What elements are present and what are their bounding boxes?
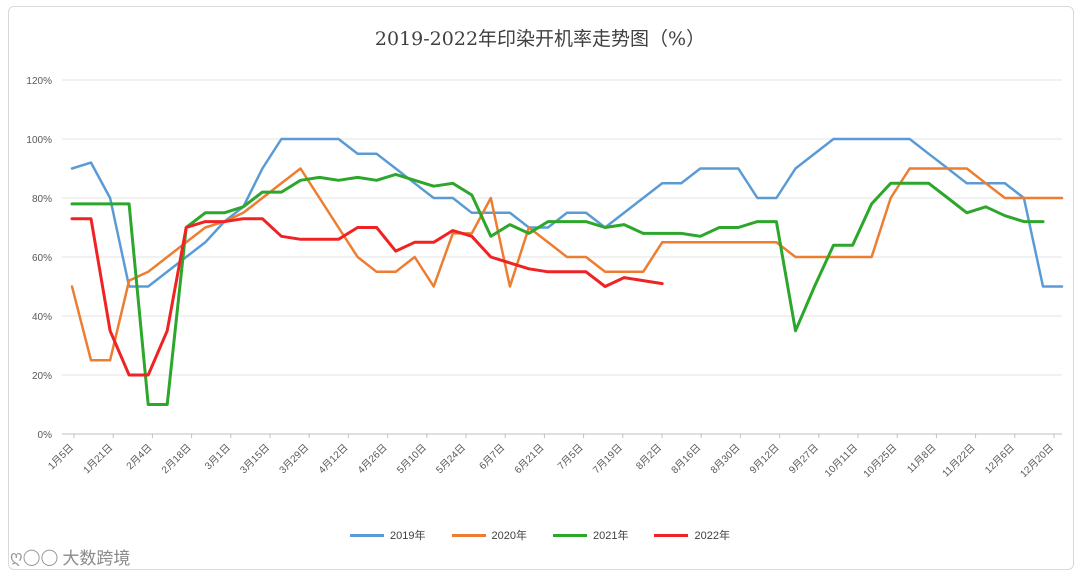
x-tick-label: 9月12日: [747, 442, 781, 476]
x-axis: 1月5日 1月21日 2月4日 2月18日 3月1日 3月15日 3月29日 4月12日 4月2…: [46, 434, 1056, 480]
legend-label-2019: 2019年: [390, 530, 426, 542]
y-tick-label: 100%: [26, 135, 52, 146]
series-line-2020: [70, 167, 1064, 362]
x-tick-label: 2月4日: [124, 442, 154, 472]
legend-label-2021: 2021年: [593, 530, 629, 542]
watermark-logo-icon: ღ◯◯: [10, 547, 59, 566]
x-tick-label: 10月25日: [861, 442, 899, 480]
x-tick-label: 12月20日: [1018, 442, 1056, 480]
x-tick-label: 9月27日: [786, 442, 820, 476]
legend-label-2020: 2020年: [491, 530, 527, 542]
x-tick-label: 1月5日: [46, 442, 76, 472]
x-tick-label: 8月2日: [634, 442, 664, 472]
legend-swatch-2021: [553, 533, 587, 537]
x-tick-label: 3月15日: [238, 442, 272, 476]
x-tick-label: 7月19日: [590, 442, 624, 476]
x-tick-label: 8月30日: [708, 442, 742, 476]
y-tick-label: 0%: [38, 430, 53, 441]
x-tick-label: 3月1日: [202, 442, 232, 472]
x-tick-label: 5月10日: [394, 442, 428, 476]
legend-item-2020: 2020年: [451, 527, 527, 543]
series-line-2022: [70, 217, 664, 377]
series-lines: [70, 137, 1064, 406]
legend-item-2019: 2019年: [350, 527, 426, 543]
watermark-text: 大数跨境: [62, 549, 131, 569]
legend-item-2022: 2022年: [654, 527, 730, 543]
x-tick-label: 11月8日: [905, 442, 939, 476]
x-tick-label: 1月21日: [81, 442, 115, 476]
y-tick-label: 60%: [32, 253, 52, 264]
y-tick-label: 120%: [26, 76, 52, 87]
legend-item-2021: 2021年: [553, 527, 628, 543]
legend-swatch-2022: [654, 533, 689, 537]
x-tick-label: 2月18日: [159, 442, 193, 476]
grid-lines: [62, 79, 1062, 435]
x-tick-label: 3月29日: [277, 442, 311, 476]
legend: 2019年 2020年 2021年 2022年: [0, 527, 1080, 543]
y-tick-label: 40%: [32, 312, 52, 323]
x-tick-label: 6月7日: [477, 442, 507, 472]
x-tick-label: 7月5日: [555, 442, 585, 472]
legend-swatch-2020: [451, 533, 486, 537]
y-axis: 0% 20% 40% 60% 80% 100% 120%: [26, 76, 52, 441]
x-tick-label: 10月11日: [822, 442, 860, 480]
chart-frame: [8, 6, 1074, 570]
x-tick-label: 4月26日: [355, 442, 389, 476]
x-tick-label: 5月24日: [434, 442, 468, 476]
x-tick-label: 11月22日: [940, 442, 978, 480]
x-tick-label: 6月21日: [512, 442, 546, 476]
legend-label-2022: 2022年: [694, 530, 730, 542]
y-tick-label: 80%: [32, 194, 52, 205]
x-tick-label: 12月6日: [982, 442, 1016, 476]
series-line-2019: [70, 137, 1064, 288]
chart-title: 2019-2022年印染开机率走势图（%）: [374, 28, 706, 50]
x-tick-label: 4月12日: [316, 442, 350, 476]
x-tick-label: 8月16日: [669, 442, 703, 476]
watermark: ღ◯◯ 大数跨境: [10, 544, 130, 569]
y-tick-label: 20%: [32, 371, 52, 382]
legend-swatch-2019: [350, 533, 385, 537]
series-line-2021: [70, 172, 1045, 406]
